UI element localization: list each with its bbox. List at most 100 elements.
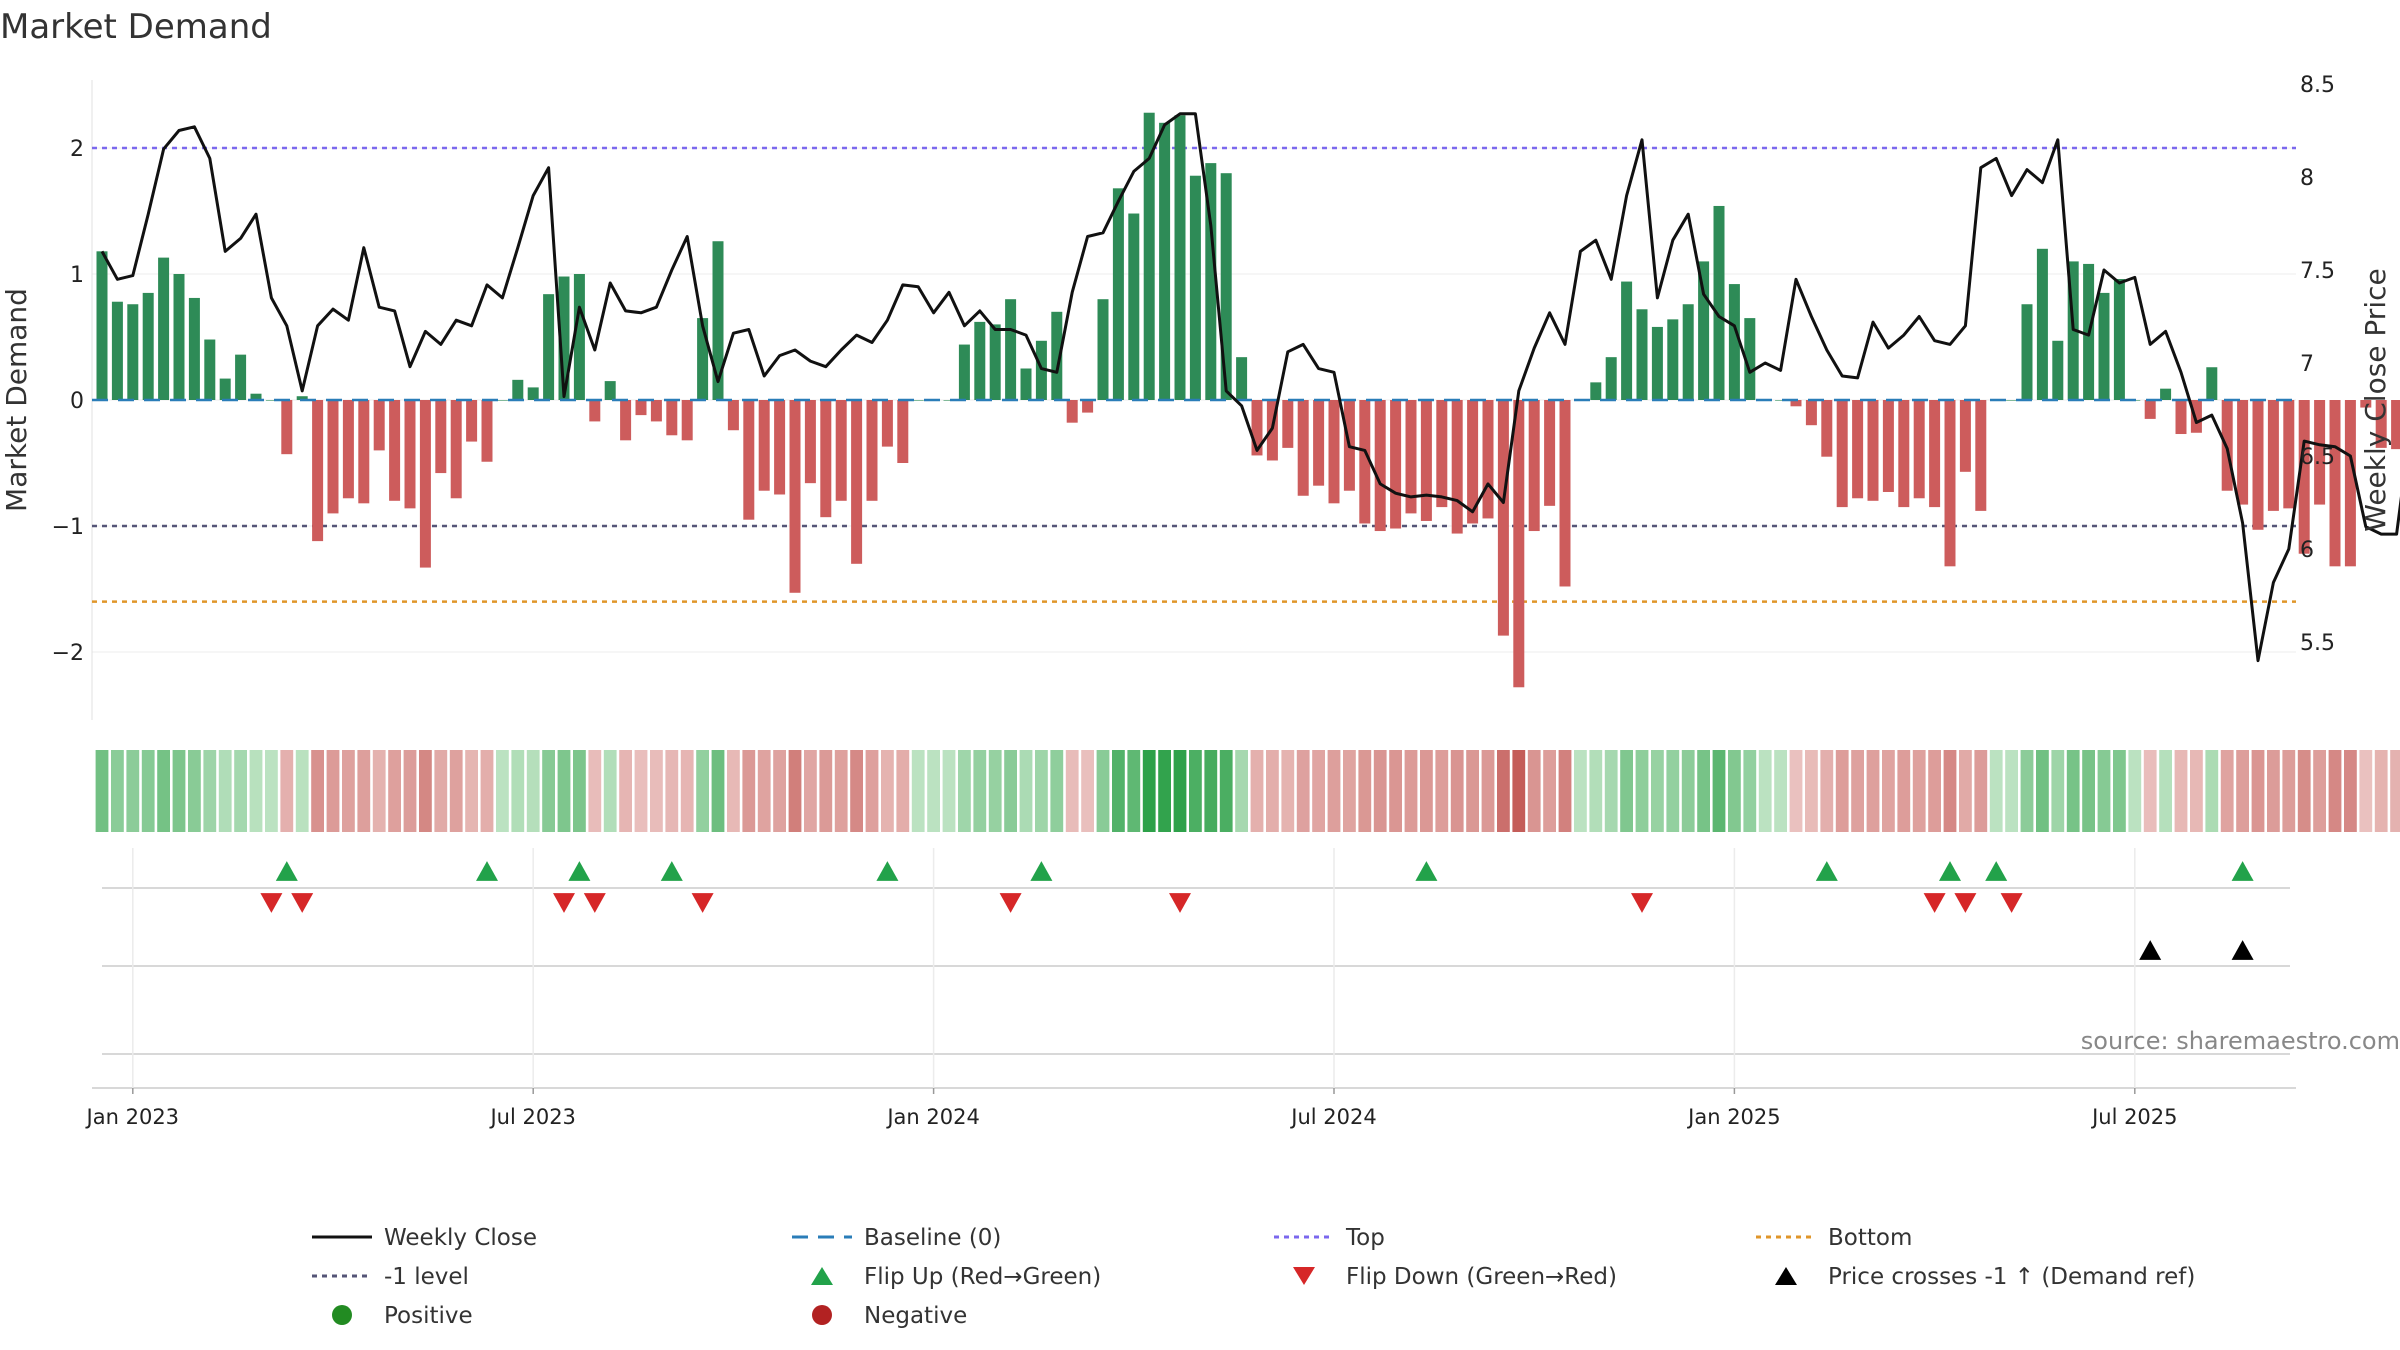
- flip-down-marker: [553, 893, 575, 913]
- weekly-close-line: [100, 112, 2400, 663]
- heat-cell: [372, 750, 386, 832]
- demand-bar: [265, 400, 277, 401]
- demand-bar: [204, 339, 216, 400]
- right-tick-label: 8: [2300, 166, 2314, 191]
- heat-cell: [1035, 750, 1048, 832]
- heat-cell: [2205, 750, 2219, 832]
- demand-bar: [2052, 340, 2064, 400]
- heat-cell: [95, 750, 109, 832]
- demand-bar: [1297, 400, 1309, 496]
- demand-bar: [312, 400, 324, 542]
- demand-bar: [1112, 188, 1124, 400]
- demand-bar: [127, 304, 139, 400]
- heat-cell: [1774, 750, 1787, 832]
- legend-label: Flip Down (Green→Red): [1346, 1264, 1617, 1290]
- demand-bar: [496, 400, 508, 401]
- demand-bar: [2206, 367, 2218, 400]
- demand-bar: [789, 400, 801, 593]
- heat-cell: [1127, 750, 1141, 832]
- legend-item: Positive: [332, 1303, 473, 1329]
- demand-bar: [481, 400, 493, 462]
- demand-bar: [1621, 281, 1633, 400]
- heat-cell: [2236, 750, 2249, 832]
- heat-cell: [788, 750, 802, 832]
- demand-bar: [1775, 400, 1787, 401]
- heat-cell: [1651, 750, 1664, 832]
- demand-bar: [2391, 400, 2400, 450]
- heat-cell: [172, 750, 186, 832]
- legend-swatch-positive: [332, 1305, 352, 1325]
- demand-bar: [111, 301, 123, 400]
- heat-cell: [1466, 750, 1479, 832]
- demand-bar: [1174, 115, 1186, 401]
- demand-bar: [1420, 400, 1432, 521]
- demand-bar: [1559, 400, 1571, 587]
- demand-bar: [1913, 400, 1925, 499]
- heat-cell: [1959, 750, 1972, 832]
- heat-cell: [434, 750, 448, 832]
- demand-bar: [1066, 400, 1078, 423]
- heat-cell: [1189, 750, 1202, 832]
- heat-cell: [403, 750, 417, 832]
- demand-bar: [989, 324, 1001, 400]
- heat-cell: [511, 750, 525, 832]
- flip-down-marker: [1954, 893, 1977, 913]
- reference-levels: [92, 146, 2296, 603]
- heat-cell: [896, 750, 910, 832]
- flip-up-marker: [1030, 861, 1053, 881]
- x-tick-label: Jul 2023: [488, 1105, 575, 1129]
- heat-cell: [1574, 750, 1587, 832]
- legend-item: Negative: [812, 1303, 967, 1329]
- heat-cell: [2036, 750, 2049, 832]
- demand-bar: [219, 378, 231, 400]
- demand-bar: [419, 400, 431, 568]
- left-tick-label: 0: [70, 389, 84, 414]
- demand-bar: [2021, 304, 2033, 400]
- heat-cell: [1558, 750, 1572, 832]
- heat-cell: [2220, 750, 2234, 832]
- demand-bar: [1390, 400, 1402, 529]
- heat-cell: [942, 750, 956, 832]
- demand-bar: [1359, 400, 1371, 524]
- legend-label: Positive: [384, 1303, 473, 1329]
- heat-cell: [1450, 750, 1464, 832]
- heat-cell: [2005, 750, 2018, 832]
- left-tick-label: −2: [52, 641, 84, 666]
- price-cross-marker: [2231, 940, 2254, 960]
- heat-cell: [1543, 750, 1556, 832]
- heat-cell: [1912, 750, 1926, 832]
- demand-bar: [1128, 213, 1140, 400]
- heat-cell: [834, 750, 848, 832]
- heat-cell: [2113, 750, 2126, 832]
- demand-bar: [1882, 400, 1894, 492]
- heat-cell: [1604, 750, 1618, 832]
- legend-item: Weekly Close: [312, 1225, 537, 1251]
- heat-cell: [141, 750, 155, 832]
- heat-cell: [1635, 750, 1649, 832]
- heat-cell: [1820, 750, 1834, 832]
- heat-cell: [819, 750, 833, 832]
- price-cross-marker: [2139, 940, 2162, 960]
- demand-bar: [1482, 400, 1494, 519]
- flip-down-marker: [1923, 893, 1946, 913]
- heat-cell: [1943, 750, 1957, 832]
- x-tick-label: Jul 2024: [1289, 1105, 1376, 1129]
- demand-bar: [1790, 400, 1802, 407]
- demand-bar: [235, 354, 247, 400]
- heat-cell: [2143, 750, 2157, 832]
- left-tick-label: 2: [70, 137, 84, 162]
- demand-bar: [1713, 205, 1725, 400]
- heat-cell: [2190, 750, 2203, 832]
- flip-up-marker: [568, 861, 591, 881]
- heat-cell: [280, 750, 294, 832]
- demand-bar: [281, 400, 293, 455]
- demand-bar: [1944, 400, 1956, 567]
- demand-bar: [1852, 400, 1864, 499]
- demand-bar: [1143, 112, 1155, 400]
- demand-bar: [897, 400, 909, 463]
- legend-label: Bottom: [1828, 1225, 1912, 1251]
- heat-cell: [2282, 750, 2296, 832]
- heat-cell: [1281, 750, 1295, 832]
- heat-cell: [1158, 750, 1171, 832]
- legend-item: Bottom: [1756, 1225, 1912, 1251]
